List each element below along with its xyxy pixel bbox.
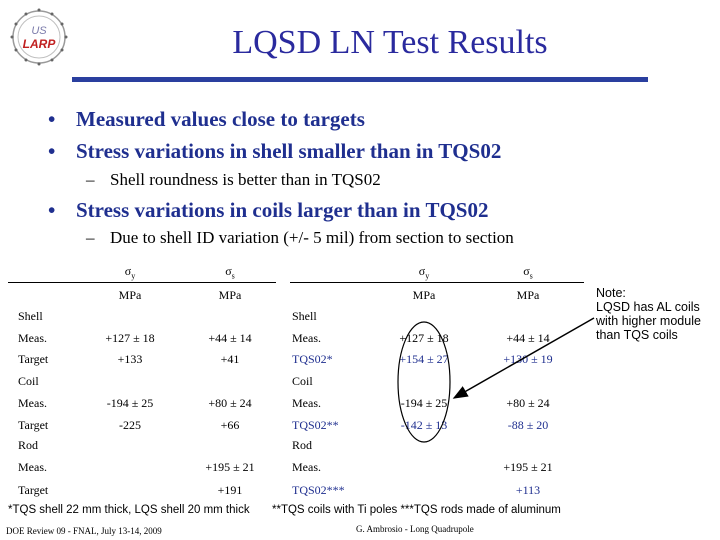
footnote-right: **TQS coils with Ti poles ***TQS rods ma… xyxy=(272,504,561,516)
header-divider xyxy=(290,282,584,283)
bullet-3: • Stress variations in coils larger than … xyxy=(48,198,489,222)
row-label: TQS02*** xyxy=(292,483,345,497)
value-s: +113 xyxy=(515,483,541,497)
row-label: Meas. xyxy=(18,460,47,474)
value-s: +80 ± 24 xyxy=(208,396,252,410)
unit-s: MPa xyxy=(218,288,242,302)
row-label: TQS02** xyxy=(292,418,339,432)
unit-y: MPa xyxy=(118,288,142,302)
note-arrow xyxy=(452,317,595,399)
highlight-ellipse xyxy=(397,321,451,443)
footer-event: DOE Review 09 - FNAL, July 13-14, 2009 xyxy=(6,526,162,536)
dash: – xyxy=(86,228,95,247)
value-y: +133 xyxy=(117,352,143,366)
row-label: Meas. xyxy=(292,331,321,345)
row-label: Meas. xyxy=(292,396,321,410)
row-label: TQS02* xyxy=(292,352,333,366)
value-s: +80 ± 24 xyxy=(506,396,550,410)
value-y: -194 ± 25 xyxy=(400,396,448,410)
value-s: +41 xyxy=(220,352,240,366)
value-s: +191 xyxy=(217,483,243,497)
unit-s: MPa xyxy=(516,288,540,302)
subbullet-1: – Shell roundness is better than in TQS02 xyxy=(86,170,381,189)
section-label-rod: Rod xyxy=(292,438,313,452)
bullet-dot: • xyxy=(48,139,56,163)
bullet-2: • Stress variations in shell smaller than… xyxy=(48,139,502,163)
logo-graphic: US LARP xyxy=(10,8,68,66)
slide-title: LQSD LN Test Results xyxy=(232,24,548,61)
us-larp-logo: US LARP xyxy=(8,6,70,68)
section-label-shell: Shell xyxy=(18,309,43,323)
value-s: +44 ± 14 xyxy=(208,331,252,345)
bullet-1: • Measured values close to targets xyxy=(48,107,365,131)
bullet-dot: • xyxy=(48,198,56,222)
bullet-dot: • xyxy=(48,107,56,131)
row-label: Target xyxy=(18,352,49,366)
header-sigma-s: σs xyxy=(225,264,235,281)
value-y: -194 ± 25 xyxy=(106,396,154,410)
title-underline-bar xyxy=(72,77,648,82)
subbullet-2: – Due to shell ID variation (+/- 5 mil) f… xyxy=(86,228,514,247)
value-s: +195 ± 21 xyxy=(205,460,255,474)
footnote-left: *TQS shell 22 mm thick, LQS shell 20 mm … xyxy=(8,504,250,516)
value-y: +127 ± 18 xyxy=(105,331,155,345)
row-label: Meas. xyxy=(292,460,321,474)
svg-text:LARP: LARP xyxy=(23,37,57,51)
value-s: +44 ± 14 xyxy=(506,331,550,345)
header-sigma-y: σy xyxy=(124,264,136,281)
value-s: +66 xyxy=(220,418,240,432)
section-label-coil: Coil xyxy=(18,374,39,388)
header-sigma-y: σy xyxy=(418,264,430,281)
header-divider xyxy=(8,282,276,283)
value-y: -142 ± 13 xyxy=(400,418,448,432)
value-y: +127 ± 18 xyxy=(399,331,449,345)
section-label-coil: Coil xyxy=(292,374,313,388)
value-s: -88 ± 20 xyxy=(507,418,549,432)
side-note: Note: LQSD has AL coils with higher modu… xyxy=(596,286,701,342)
header-sigma-s: σs xyxy=(523,264,533,281)
row-label: Meas. xyxy=(18,331,47,345)
svg-text:US: US xyxy=(31,25,47,37)
section-label-shell: Shell xyxy=(292,309,317,323)
value-y: +154 ± 27 xyxy=(399,352,449,366)
unit-y: MPa xyxy=(412,288,436,302)
row-label: Target xyxy=(18,418,49,432)
value-s: +195 ± 21 xyxy=(503,460,553,474)
dash: – xyxy=(86,170,95,189)
value-y: -225 xyxy=(119,418,141,432)
section-label-rod: Rod xyxy=(18,438,39,452)
footer-author: G. Ambrosio - Long Quadrupole xyxy=(356,524,474,534)
row-label: Target xyxy=(18,483,49,497)
row-label: Meas. xyxy=(18,396,47,410)
